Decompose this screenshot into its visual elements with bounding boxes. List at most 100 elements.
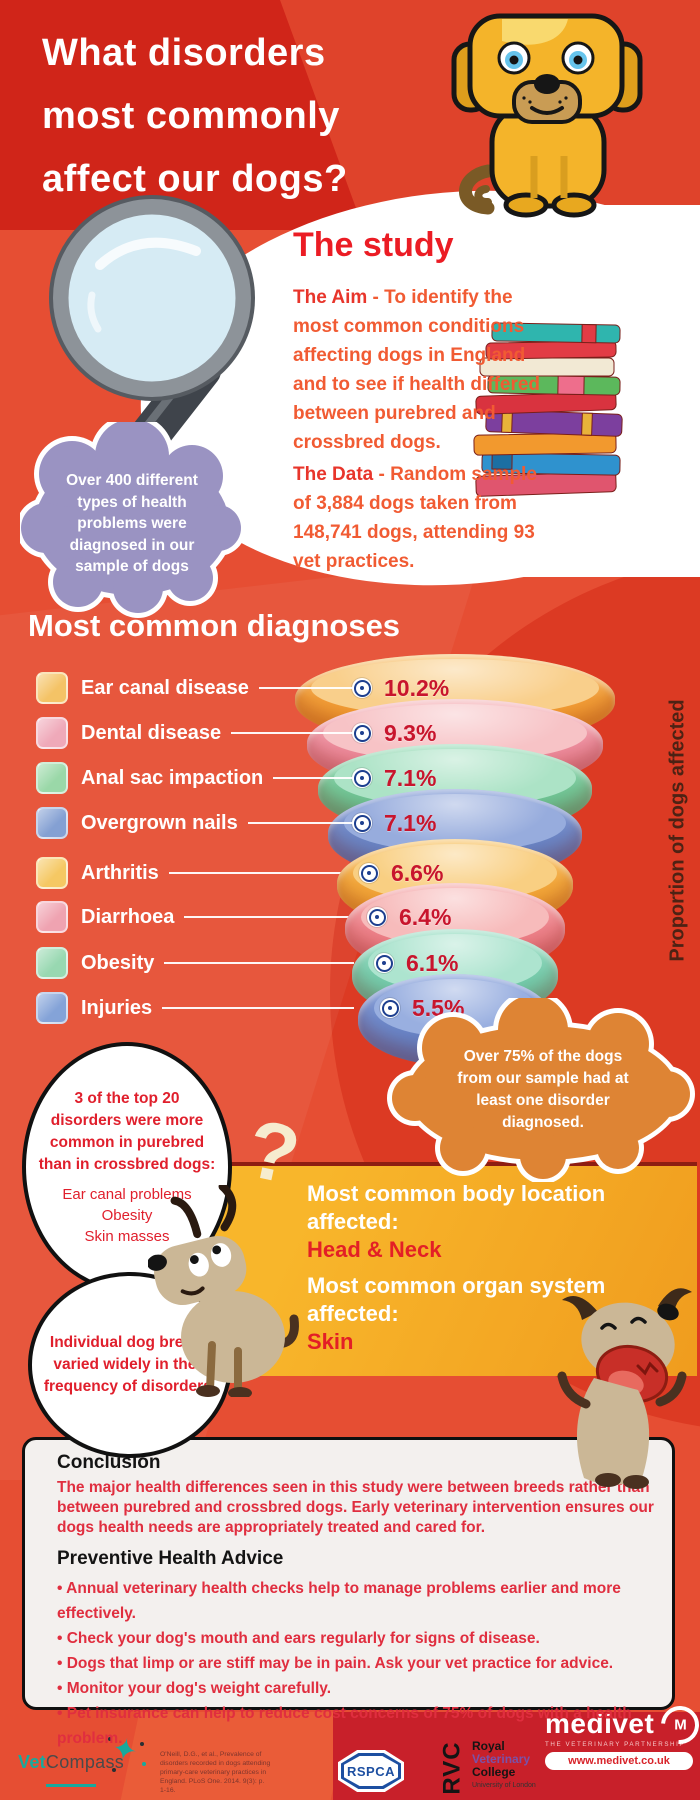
study-heading: The study [293, 226, 454, 264]
legend-item: Diarrhoea [36, 901, 354, 933]
title-line: most commonly [42, 95, 340, 137]
medivet-url-pill[interactable]: www.medivet.co.uk [545, 1752, 693, 1770]
legend-swatch [36, 717, 68, 749]
legend-label: Anal sac impaction [81, 766, 264, 789]
advice-bullet: Check your dog's mouth and ears regularl… [57, 1626, 646, 1651]
advice-bullet: Annual veterinary health checks help to … [57, 1576, 646, 1626]
cloud-shape [16, 414, 246, 618]
dog-illustration-header [451, 13, 643, 218]
citation-text: O'Neill, D.G., et al., Prevalence of dis… [160, 1751, 271, 1794]
target-icon [380, 998, 400, 1018]
rvc-university: University of London [472, 1782, 536, 1789]
tier-value: 6.4% [399, 903, 452, 930]
organ-system-value: Skin [307, 1329, 354, 1354]
tier-value: 7.1% [384, 809, 437, 836]
tier-value: 6.1% [406, 949, 459, 976]
books-illustration [473, 322, 623, 497]
vetcompass-compass: Compass [45, 1752, 125, 1772]
title-line: What disorders [42, 32, 326, 74]
study-aim: The Aim - To identify the most common co… [293, 283, 541, 457]
target-icon [367, 907, 387, 927]
diagnoses-heading: Most common diagnoses [28, 608, 401, 643]
legend-item: Ear canal disease [36, 672, 354, 704]
legend-swatch [36, 947, 68, 979]
legend-item: Obesity [36, 947, 354, 979]
legend-swatch [36, 762, 68, 794]
bubble-breeds-text: Individual dog breeds varied widely in t… [43, 1334, 217, 1395]
leader-line [184, 916, 354, 918]
advice-bullet: Dogs that limp or are stiff may be in pa… [57, 1651, 646, 1676]
legend-item: Injuries [36, 992, 354, 1024]
title-line: affect our dogs? [42, 158, 348, 200]
legend-item: Arthritis [36, 857, 354, 889]
tier-value: 6.6% [391, 859, 444, 886]
legend-label: Overgrown nails [81, 811, 238, 834]
leader-line [258, 687, 354, 689]
legend-label: Diarrhoea [81, 905, 175, 928]
study-aim-text: - To identify the most common conditions… [293, 287, 541, 453]
body-location-value: Head & Neck [307, 1237, 442, 1262]
rvc-college: College [472, 1765, 516, 1779]
tier-value: 7.1% [384, 764, 437, 791]
advice-bullet: Pet insurance can help to reduce cost co… [57, 1701, 646, 1751]
target-icon [352, 768, 372, 788]
target-icon [352, 723, 372, 743]
legend-swatch [36, 992, 68, 1024]
advice-heading: Preventive Health Advice [57, 1548, 284, 1569]
target-icon [359, 863, 379, 883]
target-icon [374, 953, 394, 973]
dog-illustration-howling [557, 1288, 692, 1489]
target-icon [352, 813, 372, 833]
conclusion-panel: Conclusion The major health differences … [22, 1437, 675, 1747]
legend-label: Dental disease [81, 721, 222, 744]
cloud-75-text: Over 75% of the dogs from our sample had… [457, 1048, 629, 1131]
leader-line [164, 962, 354, 964]
legend-item: Dental disease [36, 717, 354, 749]
rspca-logo: RSPCA [338, 1750, 404, 1792]
legend-label: Ear canal disease [81, 676, 249, 699]
page-title: What disorders most commonly affect our … [42, 22, 348, 211]
bubble-purebred-title: 3 of the top 20 disorders were more comm… [38, 1089, 216, 1173]
axis-label: Proportion of dogs affected [666, 699, 689, 962]
cloud-note-75: Over 75% of the dogs from our sample had… [383, 990, 698, 1184]
vetcompass-subtext-bar [46, 1784, 96, 1787]
vetcompass-logo: VetCompass [18, 1752, 124, 1773]
highlight-box-text: Most common body location affected: Head… [307, 1180, 677, 1364]
bubble-purebred-item: Obesity [101, 1206, 153, 1224]
rvc-veterinary: Veterinary [472, 1752, 531, 1766]
conclusion-text: The major health differences seen in thi… [57, 1479, 654, 1536]
vetcompass-vet: Vet [18, 1752, 46, 1772]
bubble-purebred-item: Skin masses [84, 1227, 170, 1245]
leader-line [273, 777, 354, 779]
dog-illustration-curious [148, 1185, 299, 1397]
study-aim-label: The Aim [293, 287, 368, 308]
organ-system-label: Most common organ system affected: [307, 1273, 606, 1326]
study-data-text: - Random sample of 3,884 dogs taken from… [293, 464, 537, 572]
medivet-url: www.medivet.co.uk [568, 1755, 670, 1767]
tier-value: 10.2% [384, 674, 450, 701]
legend-label: Arthritis [81, 861, 159, 884]
legend-swatch [36, 672, 68, 704]
cloud-note-text: Over 400 different types of health probl… [66, 472, 198, 575]
legend-swatch [36, 807, 68, 839]
cloud-75-shape [387, 990, 695, 1184]
advice-list: Annual veterinary health checks help to … [57, 1576, 646, 1751]
legend-swatch [36, 901, 68, 933]
body-location-label: Most common body location affected: [307, 1181, 606, 1234]
bubble-purebred-item: Ear canal problems [62, 1185, 192, 1203]
leader-line [231, 732, 354, 734]
target-icon [352, 678, 372, 698]
tier-value: 9.3% [384, 719, 437, 746]
cloud-note: Over 400 different types of health probl… [16, 414, 246, 618]
legend-label: Obesity [81, 951, 155, 974]
study-data: The Data - Random sample of 3,884 dogs t… [293, 460, 541, 576]
legend-item: Anal sac impaction [36, 762, 354, 794]
advice-bullet: Monitor your dog's weight carefully. [57, 1676, 646, 1701]
legend-label: Injuries [81, 996, 153, 1019]
legend-item: Overgrown nails [36, 807, 354, 839]
leader-line [247, 822, 354, 824]
leader-line [162, 1007, 354, 1009]
legend-swatch [36, 857, 68, 889]
rspca-label: RSPCA [346, 1763, 395, 1779]
